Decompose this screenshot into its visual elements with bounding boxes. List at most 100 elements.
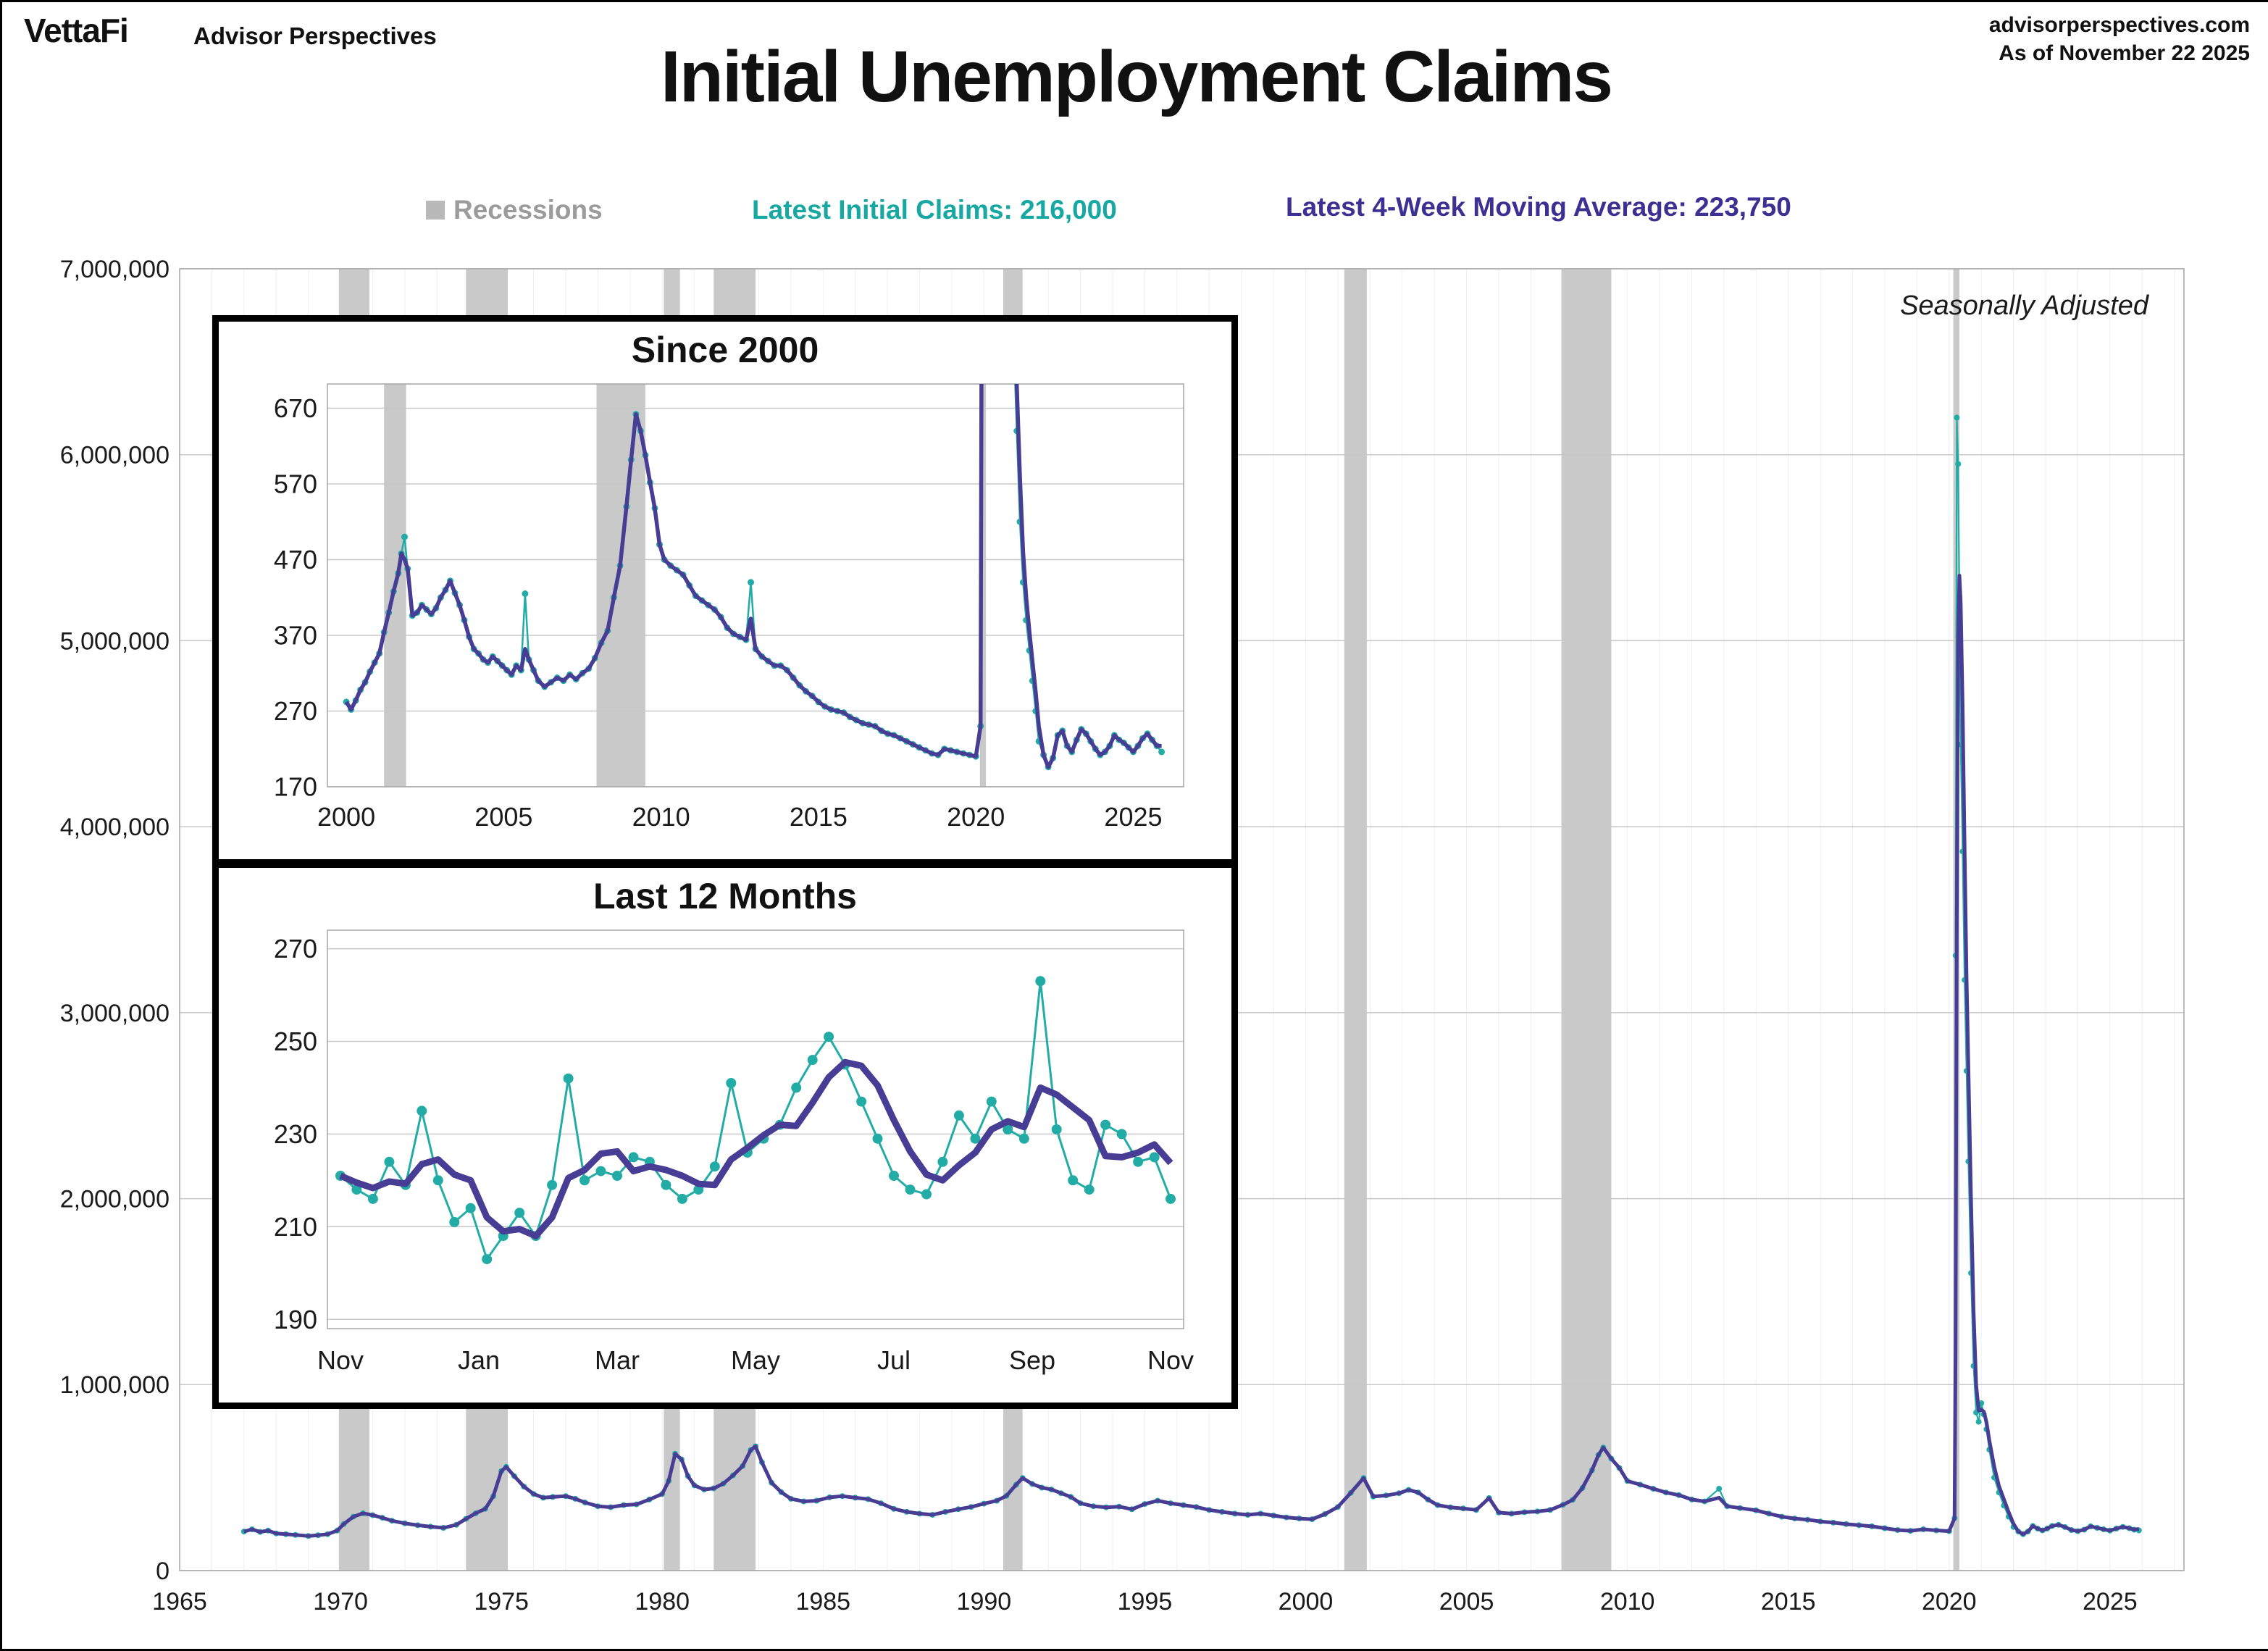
- since-2000-title: Since 2000: [631, 330, 819, 370]
- series-group: [343, 384, 1166, 771]
- claims-point: [432, 1175, 443, 1186]
- y-axis-tick-label: 7,000,000: [60, 256, 170, 283]
- claims-point: [709, 1161, 720, 1172]
- x-axis-tick-label: 2000: [1279, 1588, 1334, 1616]
- y-axis-tick-label: 250: [274, 1027, 317, 1056]
- y-axis-tick-label: 0: [156, 1558, 170, 1585]
- x-axis-tick-label: May: [731, 1345, 780, 1375]
- claims-point: [1955, 461, 1962, 467]
- recession-band: [596, 384, 645, 787]
- x-axis-tick-label: 2015: [790, 802, 848, 832]
- claims-point: [417, 1105, 427, 1116]
- moving-average-line: [344, 384, 1162, 769]
- x-axis-tick-label: Sep: [1009, 1345, 1055, 1375]
- x-axis-tick-label: 2010: [632, 802, 690, 832]
- claims-point: [1166, 1193, 1176, 1204]
- since-2000-inset: Since 2000 170 270 370 470 570 670 2000 2005 201…: [212, 315, 1238, 866]
- claims-point: [612, 1171, 622, 1181]
- claims-point: [856, 1096, 867, 1107]
- claims-point: [661, 1179, 671, 1190]
- recession-swatch-icon: [426, 201, 445, 220]
- y-axis-tick-label: 190: [274, 1305, 317, 1334]
- x-axis-tick-label: 2025: [1104, 802, 1162, 832]
- claims-point: [872, 1133, 883, 1144]
- since-2000-chart-canvas: 170 270 370 470 570 670 2000 2005 2010 2015 2020 20…: [274, 383, 1184, 832]
- claims-point: [628, 1152, 639, 1163]
- plot-border: [179, 268, 2185, 1571]
- x-axis-tick-label: 1980: [635, 1588, 690, 1616]
- claims-point: [953, 1110, 964, 1121]
- claims-line: [346, 384, 1163, 769]
- y-axis-tick-label: 670: [274, 393, 317, 423]
- y-axis-tick-label: 370: [274, 621, 317, 651]
- y-axis-tick-label: 470: [274, 545, 317, 574]
- moving-average-line: [339, 1058, 1173, 1240]
- claims-point: [824, 1032, 834, 1042]
- y-axis-tick-label: 6,000,000: [60, 442, 170, 469]
- claims-point: [401, 533, 408, 540]
- claims-point: [970, 1133, 981, 1144]
- claims-point: [1035, 976, 1046, 987]
- claims-point: [595, 1166, 606, 1176]
- claims-point: [1149, 1152, 1160, 1163]
- initial-claims-legend-value: 216,000: [1020, 195, 1117, 225]
- claims-point: [986, 1096, 997, 1107]
- claims-point: [1954, 414, 1960, 421]
- series-group: [240, 414, 2142, 1539]
- moving-average-legend-label: Latest 4-Week Moving Average:: [1286, 192, 1687, 222]
- y-axis-tick-label: 1,000,000: [60, 1371, 170, 1399]
- claims-point: [748, 579, 754, 586]
- source-block: advisorperspectives.com As of November 2…: [1989, 11, 2250, 67]
- recessions-legend-label: Recessions: [453, 195, 603, 225]
- x-axis-tick-label: 2020: [1922, 1588, 1977, 1616]
- claims-point: [449, 1216, 460, 1227]
- initial-claims-legend-label: Latest Initial Claims:: [752, 195, 1013, 225]
- claims-point: [1051, 1124, 1062, 1134]
- claims-point: [1716, 1486, 1723, 1492]
- x-axis-tick-label: Jan: [458, 1345, 500, 1375]
- recession-band: [979, 384, 987, 787]
- y-axis-tick-label: 170: [274, 772, 317, 802]
- y-axis-tick-label: 210: [274, 1212, 317, 1242]
- x-axis-tick-label: 2015: [1761, 1588, 1816, 1616]
- claims-point: [807, 1055, 818, 1066]
- initial-claims-legend: Latest Initial Claims: 216,000: [752, 195, 1117, 225]
- last-12-months-inset: Last 12 Months 190 210 230 250 270 Nov Jan Mar M…: [212, 861, 1238, 1409]
- claims-point: [547, 1179, 558, 1190]
- source-url: advisorperspectives.com: [1988, 13, 2250, 37]
- x-axis-tick-label: 1975: [474, 1588, 529, 1616]
- x-axis-tick-label: 2005: [1439, 1588, 1494, 1616]
- plot-border: [327, 383, 1184, 787]
- y-axis-tick-label: 230: [274, 1119, 317, 1149]
- x-axis-tick-label: Mar: [595, 1345, 640, 1375]
- claims-point: [482, 1254, 493, 1265]
- y-axis-tick-label: 270: [274, 934, 317, 964]
- recessions-legend: Recessions: [426, 195, 603, 225]
- claims-point: [514, 1208, 525, 1219]
- as-of-date: As of November 22 2025: [1999, 41, 2250, 65]
- claims-point: [384, 1156, 395, 1167]
- claims-point: [905, 1184, 916, 1195]
- claims-point: [1158, 748, 1166, 756]
- last-12-months-chart-canvas: 190 210 230 250 270 Nov Jan Mar May Jul Sep Nov: [274, 929, 1194, 1375]
- x-axis-tick-label: 2000: [317, 802, 375, 832]
- x-axis-tick-label: 1995: [1118, 1588, 1173, 1616]
- seasonally-adjusted-note: Seasonally Adjusted: [1900, 291, 2148, 321]
- x-axis-tick-label: 2025: [2083, 1588, 2138, 1616]
- claims-point: [1100, 1119, 1111, 1130]
- x-axis-tick-label: Jul: [877, 1345, 911, 1375]
- claims-line: [340, 981, 1172, 1262]
- claims-point: [1133, 1156, 1144, 1167]
- claims-point: [889, 1171, 899, 1181]
- x-axis-tick-label: 2010: [1600, 1588, 1655, 1616]
- y-axis-tick-label: 270: [274, 696, 317, 726]
- y-axis-tick-label: 2,000,000: [60, 1185, 170, 1213]
- vettafi-logo: VettaFi: [24, 12, 129, 49]
- x-axis-tick-label: Nov: [1147, 1345, 1194, 1375]
- x-axis-tick-label: 1970: [313, 1588, 368, 1616]
- plot-border: [327, 929, 1184, 1329]
- moving-average-line: [243, 574, 2140, 1538]
- recession-band: [1344, 269, 1367, 1571]
- x-axis-tick-label: 1985: [795, 1588, 850, 1616]
- claims-point: [579, 1175, 590, 1186]
